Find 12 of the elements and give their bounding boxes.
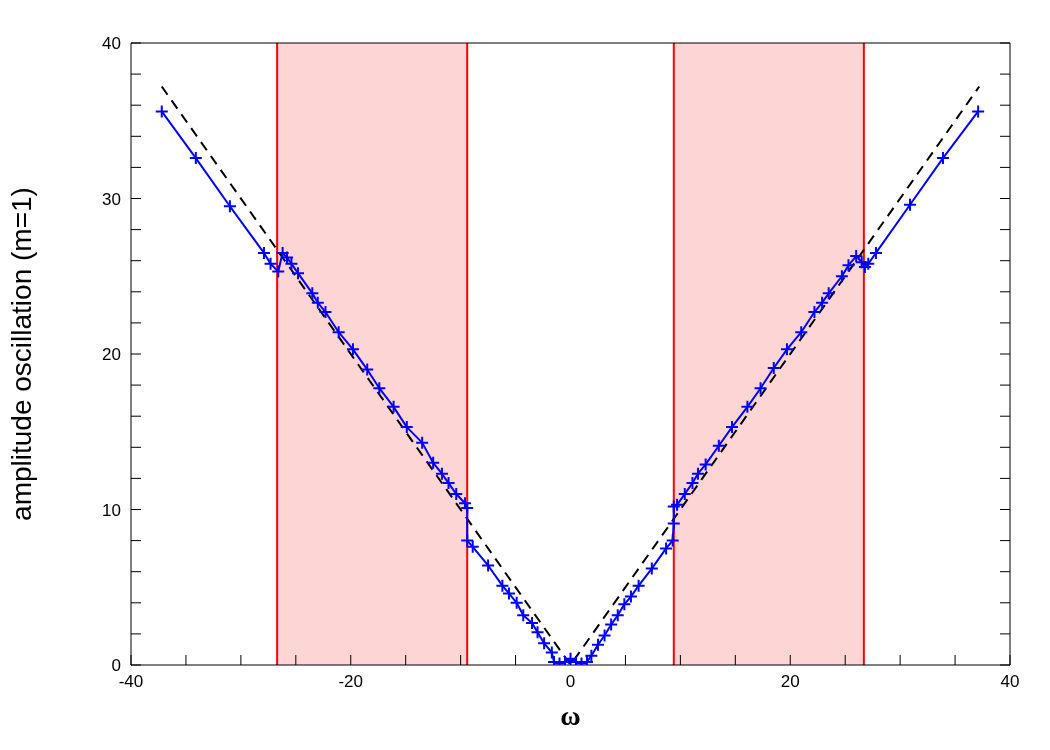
- y-tick-label: 20: [102, 345, 121, 365]
- y-tick-label: 30: [102, 189, 121, 209]
- x-tick-label: 40: [1000, 672, 1020, 692]
- x-axis-title: ω: [560, 700, 581, 731]
- x-tick-label: 20: [780, 672, 800, 692]
- y-tick-label: 40: [102, 34, 121, 54]
- y-tick-label: 10: [102, 500, 121, 520]
- x-tick-label: -40: [118, 672, 144, 692]
- y-tick-label: 0: [111, 656, 121, 676]
- x-tick-label: 0: [565, 672, 576, 692]
- x-tick-label: -20: [338, 672, 364, 692]
- y-axis-title: amplitude oscillation (m=1): [5, 187, 37, 521]
